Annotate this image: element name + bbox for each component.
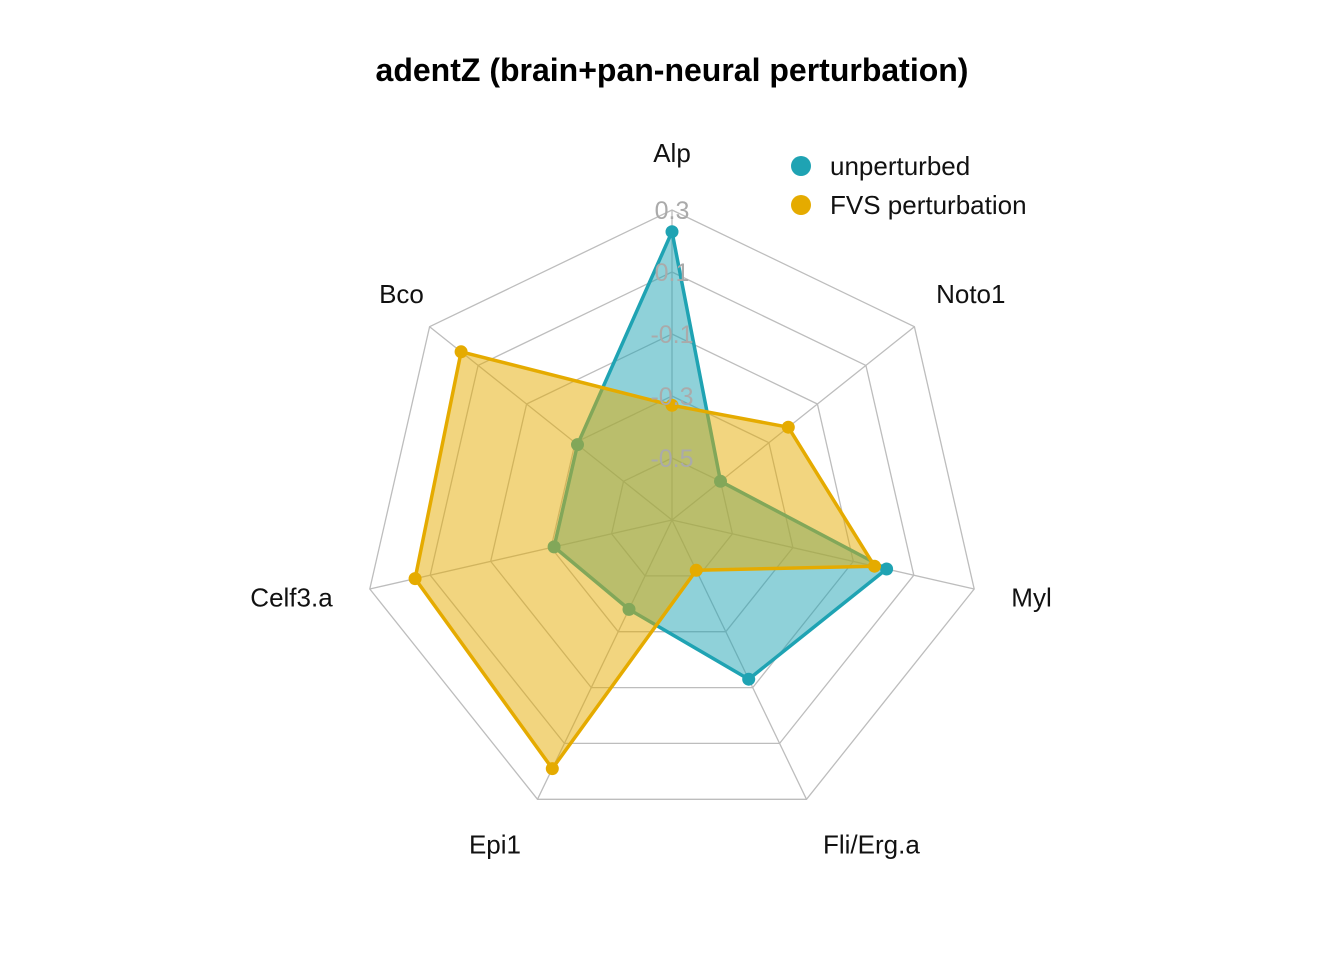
- data-point: [545, 762, 559, 776]
- axis-label: Noto1: [936, 279, 1005, 309]
- chart-title: adentZ (brain+pan-neural perturbation): [375, 52, 969, 88]
- data-point: [868, 559, 881, 573]
- data-point: [665, 398, 679, 412]
- legend-label: unperturbed: [830, 151, 970, 181]
- axis-label: Myl: [1011, 582, 1051, 612]
- data-point: [689, 563, 703, 577]
- tick-label: 0.3: [655, 197, 690, 225]
- tick-label: -0.1: [650, 321, 693, 349]
- series-area-1: [413, 350, 877, 771]
- axis-label-layer: Alp Noto1 Myl Fli/Erg.a Epi1 Celf3.a Bco: [250, 138, 1051, 860]
- grid-ring: [369, 209, 975, 800]
- data-point: [880, 562, 894, 576]
- tick-label: 0.1: [655, 259, 690, 287]
- data-point: [454, 345, 468, 359]
- axis-label: Celf3.a: [250, 582, 333, 612]
- axis-label: Bco: [379, 279, 424, 309]
- data-point: [665, 225, 679, 239]
- data-point: [781, 420, 795, 434]
- tick-label: -0.5: [650, 445, 693, 473]
- tick-label: -0.3: [650, 383, 693, 411]
- legend-label: FVS perturbation: [830, 190, 1027, 220]
- legend-marker: [791, 156, 811, 176]
- data-point: [408, 572, 422, 586]
- axis-label: Alp: [653, 138, 691, 168]
- tick-label-layer: 0.3 0.1 -0.1 -0.3 -0.5: [650, 197, 693, 473]
- axis-label: Epi1: [469, 830, 521, 860]
- axis-label: Fli/Erg.a: [823, 830, 920, 860]
- series-layer: [408, 225, 894, 776]
- legend-marker: [791, 195, 811, 215]
- data-point: [742, 672, 756, 686]
- legend: unperturbed FVS perturbation: [791, 151, 1027, 220]
